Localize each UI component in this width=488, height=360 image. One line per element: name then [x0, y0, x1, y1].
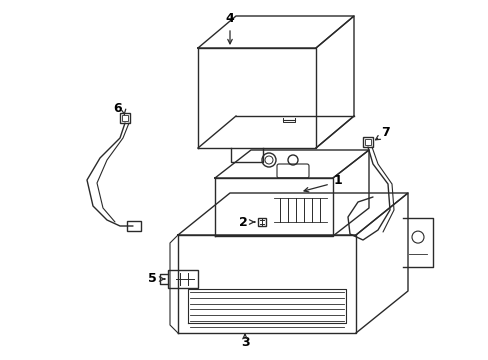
Text: 7: 7 [380, 126, 388, 139]
Bar [122, 115, 128, 121]
Bar [120, 113, 130, 123]
Text: 5: 5 [147, 273, 156, 285]
Text: 2: 2 [238, 216, 247, 229]
Bar [258, 218, 265, 226]
Bar [127, 221, 141, 231]
Bar [362, 137, 372, 147]
Text: 1: 1 [333, 174, 342, 186]
Text: 4: 4 [225, 12, 234, 24]
Text: 6: 6 [113, 102, 122, 114]
Bar [168, 270, 198, 288]
Bar [364, 139, 370, 145]
Text: 3: 3 [240, 336, 249, 348]
